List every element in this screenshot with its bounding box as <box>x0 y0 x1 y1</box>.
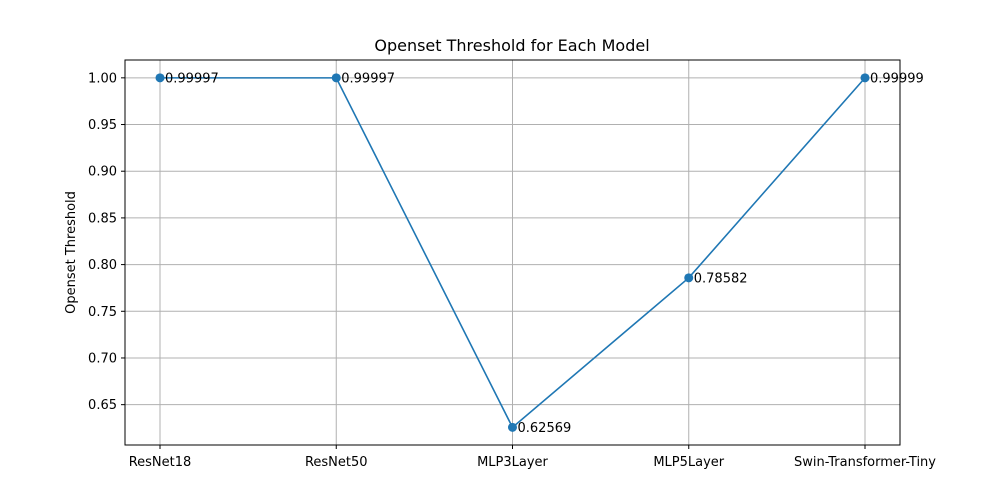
data-point <box>331 73 341 83</box>
data-label: 0.99997 <box>341 71 395 86</box>
grid <box>125 60 900 445</box>
y-axis-label: Openset Threshold <box>64 191 79 314</box>
x-tick-label: MLP5Layer <box>653 455 724 470</box>
series-layer: 0.99997 0.99997 0.62569 0.78582 0.99999 <box>155 71 924 436</box>
chart-title: Openset Threshold for Each Model <box>374 36 649 55</box>
x-tick-label: MLP3Layer <box>477 455 548 470</box>
data-point <box>860 73 870 83</box>
x-tick-label: ResNet18 <box>129 455 192 470</box>
data-point <box>155 73 165 83</box>
data-label: 0.62569 <box>518 421 572 436</box>
y-tick-label: 0.70 <box>88 351 117 366</box>
y-tick-label: 0.90 <box>88 165 117 180</box>
data-label: 0.78582 <box>694 271 748 286</box>
data-label: 0.99999 <box>870 71 924 86</box>
data-point <box>508 422 517 432</box>
y-tick-label: 0.80 <box>88 258 117 273</box>
data-label: 0.99997 <box>165 71 219 86</box>
y-axis-ticks: 0.65 0.70 0.75 0.80 0.85 0.90 0.95 1.00 <box>88 71 125 413</box>
data-point <box>684 273 694 283</box>
x-axis-ticks: ResNet18 ResNet50 MLP3Layer MLP5Layer Swin-T… <box>129 445 936 470</box>
y-tick-label: 0.75 <box>88 305 117 320</box>
x-tick-label: ResNet50 <box>305 455 368 470</box>
y-tick-label: 1.00 <box>88 71 117 86</box>
x-tick-label: Swin-Transformer-Tiny <box>794 455 936 470</box>
y-tick-label: 0.95 <box>88 118 117 133</box>
y-tick-label: 0.65 <box>88 398 117 413</box>
y-tick-label: 0.85 <box>88 211 117 226</box>
